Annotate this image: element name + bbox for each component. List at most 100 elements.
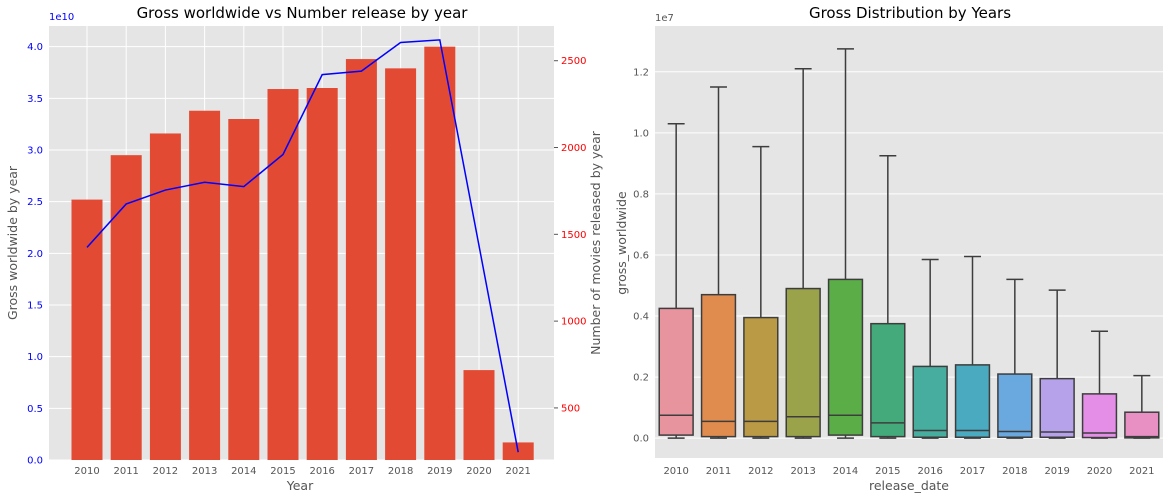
box-body: [743, 316, 779, 438]
gross-bar-2012: [149, 133, 181, 460]
box-2010: [658, 122, 694, 439]
right-y-tick-label: 0.4: [633, 312, 649, 323]
box-body: [700, 293, 737, 438]
right-y-tick-label: 0.8: [633, 189, 649, 200]
left-secondary-y-tick-label: 500: [561, 403, 580, 414]
left-secondary-y-tick-label: 2000: [561, 143, 586, 154]
gross-bar-2014: [228, 119, 260, 460]
right-x-tick-label: 2018: [1002, 466, 1027, 477]
right-chart-title: Gross Distribution by Years: [809, 4, 1011, 22]
left-bars: [71, 46, 534, 461]
left-y-ticks: 0.0 0.5 1.0 1.5 2.0 2.5 3.0 3.5 4.0: [27, 42, 43, 466]
movies-count-line: [86, 39, 519, 453]
right-y-tick-label: 0.0: [633, 434, 649, 445]
left-secondary-y-tick-label: 1000: [561, 317, 586, 328]
right-x-tick-label: 2020: [1087, 466, 1112, 477]
left-x-tick-label: 2015: [270, 466, 295, 477]
right-y-tick-label: 0.2: [633, 373, 649, 384]
box-2016: [912, 258, 948, 439]
gross-bar-2013: [189, 110, 221, 460]
left-chart: 2010 2011 2012 2013 2014 2015 2016 2017 2018 2019…: [5, 4, 603, 493]
left-secondary-y-tick-label: 1500: [561, 230, 586, 241]
gross-bar-2011: [110, 155, 142, 460]
left-secondary-y-tick-label: 2500: [561, 56, 586, 67]
box-2015: [870, 155, 906, 439]
box-2013: [785, 67, 821, 439]
box-2017: [954, 255, 991, 439]
gross-bar-2016: [306, 88, 338, 460]
box-2011: [700, 86, 737, 439]
right-boxes: [658, 48, 1160, 439]
box-2021: [1124, 374, 1160, 439]
left-x-tick-label: 2011: [113, 466, 138, 477]
right-x-tick-label: 2019: [1044, 466, 1069, 477]
right-y-tick-label: 1.2: [633, 67, 649, 78]
box-2020: [1081, 330, 1118, 439]
box-body: [1039, 377, 1075, 438]
right-x-tick-label: 2011: [706, 466, 731, 477]
left-chart-title: Gross worldwide vs Number release by yea…: [137, 4, 469, 22]
right-x-tick-label: 2017: [960, 466, 985, 477]
left-y-tick-label: 1.0: [27, 352, 43, 363]
gross-bar-2019: [424, 46, 456, 461]
right-x-tick-label: 2015: [875, 466, 900, 477]
box-2014: [827, 48, 864, 439]
left-x-tick-label: 2010: [74, 466, 99, 477]
box-body: [658, 307, 694, 436]
right-x-ticks: 2010 2011 2012 2013 2014 2015 2016 2017 2018 2019…: [663, 466, 1154, 477]
box-body: [827, 278, 864, 436]
box-body: [1124, 411, 1160, 439]
box-2019: [1039, 289, 1075, 439]
box-body: [785, 287, 821, 438]
left-x-tick-label: 2018: [388, 466, 413, 477]
box-body: [870, 322, 906, 438]
right-gridlines: [655, 71, 1163, 439]
left-x-tick-label: 2014: [231, 466, 256, 477]
right-x-axis-label: release_date: [869, 478, 949, 493]
right-x-tick-label: 2016: [917, 466, 942, 477]
right-x-tick-label: 2010: [663, 466, 688, 477]
left-y-tick-label: 1.5: [27, 301, 43, 312]
right-y-ticks: 0.0 0.2 0.4 0.6 0.8 1.0 1.2: [633, 67, 649, 444]
gross-bar-2017: [345, 59, 377, 461]
left-x-tick-label: 2021: [505, 466, 530, 477]
left-x-tick-label: 2020: [466, 466, 491, 477]
left-x-axis-label: Year: [286, 478, 314, 493]
left-secondary-y-ticks: 500 1000 1500 2000 2500: [554, 56, 586, 414]
left-x-tick-label: 2013: [192, 466, 217, 477]
left-secondary-y-axis-label: Number of movies released by year: [588, 130, 603, 355]
box-2018: [997, 278, 1033, 439]
box-body: [997, 373, 1033, 438]
box-2012: [743, 145, 779, 439]
left-x-tick-label: 2017: [349, 466, 374, 477]
left-y-tick-label: 4.0: [27, 42, 43, 53]
right-y-offset-label: 1e7: [655, 13, 674, 24]
gross-bar-2018: [385, 68, 417, 460]
box-body: [1081, 393, 1118, 439]
right-plot-area: [655, 26, 1163, 458]
left-y-tick-label: 2.5: [27, 197, 43, 208]
box-body: [954, 364, 991, 438]
right-y-tick-label: 0.6: [633, 250, 649, 261]
box-body: [912, 365, 948, 438]
left-x-tick-label: 2012: [153, 466, 178, 477]
right-y-tick-label: 1.0: [633, 128, 649, 139]
gross-bar-2020: [463, 370, 495, 460]
left-y-tick-label: 3.5: [27, 94, 43, 105]
left-y-tick-label: 3.0: [27, 146, 43, 157]
gross-bar-2010: [71, 199, 103, 460]
gross-bar-2015: [267, 89, 299, 461]
left-x-ticks: 2010 2011 2012 2013 2014 2015 2016 2017 2018 2019…: [74, 466, 531, 477]
right-x-tick-label: 2012: [748, 466, 773, 477]
right-x-tick-label: 2014: [833, 466, 858, 477]
left-y-tick-label: 2.0: [27, 249, 43, 260]
left-x-tick-label: 2016: [309, 466, 334, 477]
right-y-axis-label: gross_worldwide: [614, 191, 629, 295]
left-y-tick-label: 0.0: [27, 456, 43, 467]
left-x-tick-label: 2019: [427, 466, 452, 477]
right-x-tick-label: 2013: [790, 466, 815, 477]
left-y-axis-label: Gross worldwide by year: [5, 165, 20, 320]
left-y-offset-label: 1e10: [49, 12, 74, 23]
right-chart: 2010 2011 2012 2013 2014 2015 2016 2017 2018 2019…: [614, 4, 1163, 493]
